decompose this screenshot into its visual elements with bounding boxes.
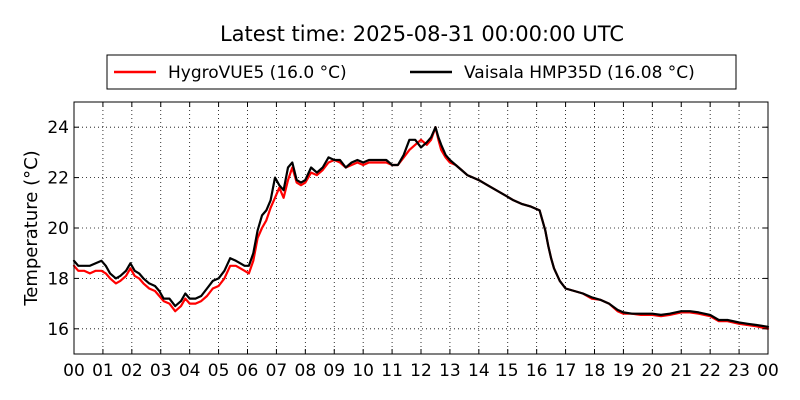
x-tick-label: 18: [584, 361, 606, 381]
x-tick-label: 16: [526, 361, 548, 381]
y-tick-label: 22: [47, 169, 69, 189]
series-layer: [72, 126, 770, 330]
x-tick-label: 12: [410, 361, 432, 381]
x-tick-label: 14: [468, 361, 490, 381]
chart-title: Latest time: 2025-08-31 00:00:00 UTC: [220, 22, 624, 46]
x-tick-label: 23: [728, 361, 750, 381]
x-tick-label: 21: [670, 361, 692, 381]
x-tick-label: 06: [237, 361, 259, 381]
x-tick-label: 15: [497, 361, 519, 381]
x-tick-label: 02: [121, 361, 143, 381]
x-tick-label: 17: [555, 361, 577, 381]
x-tick-label: 08: [295, 361, 317, 381]
legend: HygroVUE5 (16.0 °C) Vaisala HMP35D (16.0…: [106, 54, 737, 90]
series-line-vaisala: [72, 126, 770, 328]
x-tick-label: 11: [381, 361, 403, 381]
y-tick-label: 20: [47, 219, 69, 239]
x-tick-label: 00: [757, 361, 779, 381]
y-tick-label: 16: [47, 320, 69, 340]
y-tick-labels: 16 18 20 22 24: [47, 118, 69, 340]
x-tick-label: 07: [266, 361, 288, 381]
x-tick-label: 03: [150, 361, 172, 381]
y-axis-label: Temperature (°C): [21, 150, 42, 306]
x-tick-label: 04: [179, 361, 201, 381]
y-tick-label: 24: [47, 118, 69, 138]
x-tick-label: 01: [92, 361, 114, 381]
x-tick-label: 10: [352, 361, 374, 381]
x-tick-label: 19: [613, 361, 635, 381]
x-tick-label: 09: [323, 361, 345, 381]
x-tick-label: 22: [699, 361, 721, 381]
ticks: [73, 102, 769, 354]
series-line-hygrovue5: [72, 126, 770, 330]
x-tick-label: 05: [208, 361, 230, 381]
legend-label-hygrovue5: HygroVUE5 (16.0 °C): [168, 63, 347, 83]
x-tick-labels: 00 01 02 03 04 05 06 07 08 09 10 11 12 13 14 15 16 17 18 19…: [63, 361, 779, 381]
x-tick-label: 13: [439, 361, 461, 381]
legend-label-vaisala: Vaisala HMP35D (16.08 °C): [464, 63, 695, 83]
y-tick-label: 18: [47, 269, 69, 289]
x-tick-label: 00: [63, 361, 85, 381]
x-tick-label: 20: [642, 361, 664, 381]
